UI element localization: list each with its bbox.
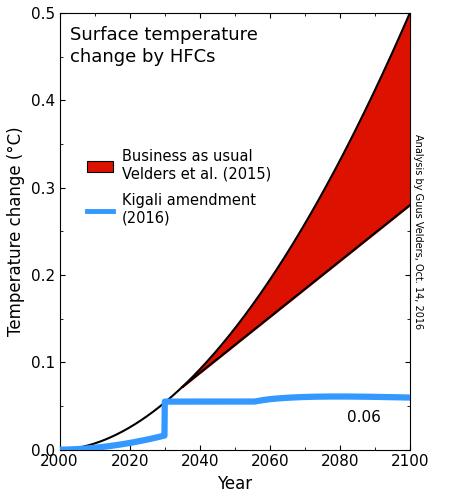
Legend: Business as usual
Velders et al. (2015), Kigali amendment
(2016): Business as usual Velders et al. (2015),… bbox=[81, 144, 277, 232]
Text: 0.06: 0.06 bbox=[347, 410, 381, 426]
Text: Analysis by Guus Velders, Oct. 14, 2016: Analysis by Guus Velders, Oct. 14, 2016 bbox=[413, 134, 423, 329]
X-axis label: Year: Year bbox=[217, 475, 252, 493]
Y-axis label: Temperature change (°C): Temperature change (°C) bbox=[7, 126, 25, 336]
Text: Surface temperature
change by HFCs: Surface temperature change by HFCs bbox=[70, 26, 258, 66]
